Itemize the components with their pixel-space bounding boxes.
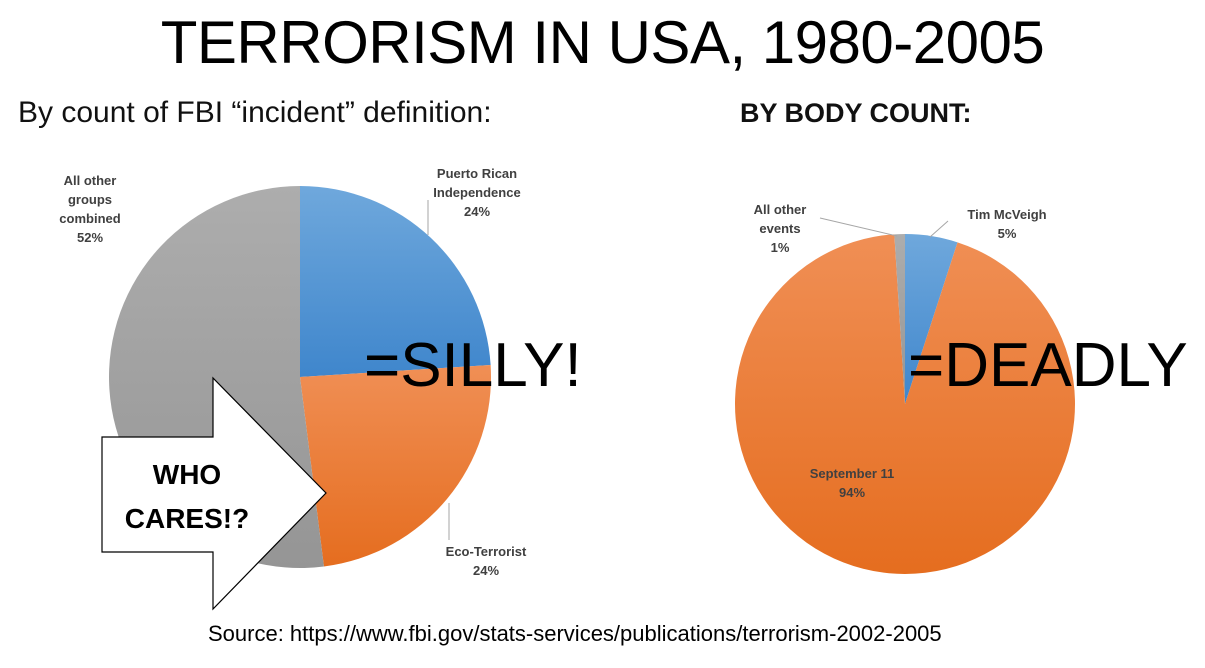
data-label: September 11 94% [810, 466, 895, 500]
data-label: Eco-Terrorist 24% [446, 544, 527, 578]
right-chart-subtitle: BY BODY COUNT: [740, 98, 972, 128]
leader-line [929, 220, 949, 238]
data-label: Puerto Rican Independence 24% [433, 166, 520, 219]
source-citation: Source: https://www.fbi.gov/stats-servic… [208, 621, 942, 646]
pie-slice-september-11 [735, 234, 1075, 574]
deadly-annotation: =DEADLY [908, 331, 1188, 400]
silly-annotation: =SILLY! [364, 331, 582, 400]
data-label: Tim McVeigh 5% [967, 207, 1046, 241]
leader-line [819, 217, 898, 237]
arrow-text-line1: WHO [153, 459, 221, 490]
body-count-pie-chart: Tim McVeigh 5% September 11 94% All other eve… [735, 202, 1075, 574]
pie-slice-puerto-rican-independence [300, 186, 491, 377]
pie-slice-tim-mcveigh [905, 234, 958, 404]
data-label: All other events 1% [754, 202, 807, 255]
slide-title: TERRORISM IN USA, 1980-2005 [160, 9, 1045, 76]
pie-slice-eco-terrorist [300, 365, 491, 567]
arrow-shape [101, 376, 327, 611]
pie-slice-all-other-events [894, 234, 905, 404]
data-label: All other groups combined 52% [59, 173, 120, 245]
left-chart-subtitle: By count of FBI “incident” definition: [18, 96, 492, 129]
arrow-text-line2: CARES!? [125, 503, 249, 534]
who-cares-arrow: WHO CARES!? [101, 376, 327, 611]
